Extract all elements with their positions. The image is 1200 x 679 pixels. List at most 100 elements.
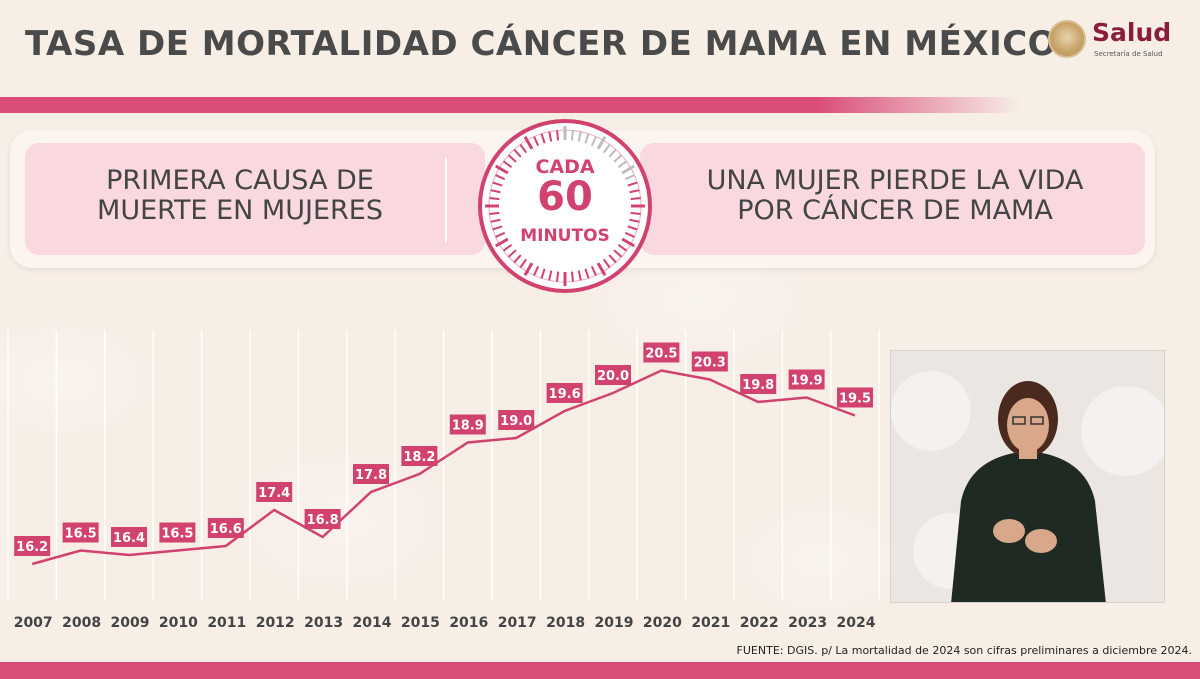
clock-tick xyxy=(507,249,517,258)
data-label-box xyxy=(837,387,873,408)
chart-svg: 16.2 16.5 16.4 16.5 16.6 17.4 16.8 17.8 18.2 18.9… xyxy=(7,330,880,631)
clock-tick xyxy=(519,258,528,269)
data-label-box xyxy=(14,536,51,556)
data-label-box xyxy=(401,446,438,466)
data-label-box xyxy=(788,369,825,390)
clock-tick xyxy=(624,231,635,238)
clock-tick xyxy=(513,254,522,264)
clock-tick xyxy=(596,135,607,150)
data-label-box xyxy=(159,522,196,543)
salud-logo: Salud Secretaría de Salud xyxy=(1048,18,1198,62)
clock-tick xyxy=(617,243,628,252)
banner-left-line1: PRIMERA CAUSA DE xyxy=(106,165,374,196)
coat-of-arms-icon xyxy=(1048,20,1086,58)
x-tick-label: 2014 xyxy=(353,615,392,631)
clock-tick xyxy=(489,197,500,201)
clock-tick xyxy=(523,135,534,150)
clock-top-label: CADA xyxy=(535,156,595,178)
banner-left-panel xyxy=(25,143,485,255)
clock-tick xyxy=(490,189,501,194)
data-label: 19.5 xyxy=(839,392,871,407)
clock-tick xyxy=(494,237,509,248)
clock-tick xyxy=(490,218,501,223)
data-label-box xyxy=(740,374,777,394)
clock-tick xyxy=(602,258,611,269)
clock-tick xyxy=(608,254,617,264)
clock-tick xyxy=(613,154,623,163)
clock-tick xyxy=(494,164,509,175)
clock-tick xyxy=(596,262,607,277)
clock-tick xyxy=(556,130,560,141)
x-tick-label: 2019 xyxy=(595,615,634,631)
data-label: 16.4 xyxy=(113,531,145,546)
clock-tick xyxy=(502,243,513,252)
clock-tick xyxy=(590,265,597,276)
clock-tick xyxy=(540,268,546,279)
clock-tick xyxy=(495,231,506,238)
data-label: 16.6 xyxy=(210,522,242,537)
clock-tick xyxy=(548,270,553,281)
x-tick-label: 2013 xyxy=(304,615,343,631)
x-tick-label: 2023 xyxy=(788,615,827,631)
sign-language-interpreter xyxy=(890,350,1165,603)
clock-tick xyxy=(630,211,641,215)
data-label-box xyxy=(111,527,147,547)
clock-tick xyxy=(523,262,534,277)
page-title: TASA DE MORTALIDAD CÁNCER DE MAMA EN MÉX… xyxy=(25,24,1058,64)
x-tick-label: 2020 xyxy=(643,615,682,631)
data-label: 20.3 xyxy=(694,356,726,371)
banner-right-panel xyxy=(640,143,1145,255)
clock-tick xyxy=(624,174,635,181)
clock-tick xyxy=(621,237,636,248)
clock-tick xyxy=(513,148,522,158)
clock-number: 60 xyxy=(537,174,593,220)
x-tick-label: 2010 xyxy=(159,615,198,631)
data-label-box xyxy=(546,383,583,403)
clock-tick xyxy=(556,271,560,282)
clock-tick xyxy=(570,130,574,141)
clock-tick xyxy=(613,249,623,258)
data-label: 19.8 xyxy=(742,378,774,393)
data-label: 19.6 xyxy=(549,387,581,402)
interpreter-video-icon xyxy=(891,351,1164,602)
clock-tick xyxy=(629,189,640,194)
data-label: 20.5 xyxy=(645,347,677,362)
data-label: 19.0 xyxy=(500,414,532,429)
data-label: 20.0 xyxy=(597,369,629,384)
clock-bottom-label: MINUTOS xyxy=(520,226,610,246)
clock-tick xyxy=(577,131,582,142)
banner-left-line2: MUERTE EN MUJERES xyxy=(97,195,383,226)
clock-tick xyxy=(519,143,528,154)
clock-tick xyxy=(584,133,590,144)
data-label-box xyxy=(353,464,389,484)
x-tick-label: 2016 xyxy=(449,615,488,631)
clock-tick xyxy=(629,218,640,223)
clock-tick xyxy=(489,211,500,215)
x-tick-label: 2022 xyxy=(740,615,779,631)
data-label: 18.9 xyxy=(452,419,484,434)
x-tick-label: 2012 xyxy=(256,615,295,631)
clock-tick xyxy=(533,136,540,147)
source-note: FUENTE: DGIS. p/ La mortalidad de 2024 s… xyxy=(736,644,1192,657)
clock-tick xyxy=(540,133,546,144)
banner-right-line2: POR CÁNCER DE MAMA xyxy=(737,195,1053,226)
clock-tick xyxy=(584,268,590,279)
data-label-box xyxy=(691,351,728,372)
data-label-box xyxy=(304,509,341,529)
clock-tick xyxy=(627,181,638,187)
clock-tick xyxy=(492,181,503,187)
clock-tick xyxy=(630,197,641,201)
data-label: 16.5 xyxy=(161,527,193,542)
data-label-box xyxy=(498,410,535,430)
clock-tick xyxy=(502,160,513,169)
clock-badge: CADA 60 MINUTOS xyxy=(477,118,653,294)
banner-left-text: PRIMERA CAUSA DE MUERTE EN MUJERES xyxy=(35,166,445,226)
top-stripe xyxy=(0,97,1020,113)
bottom-stripe xyxy=(0,662,1200,679)
data-label: 17.8 xyxy=(355,468,387,483)
data-label: 18.2 xyxy=(403,450,435,465)
clock-tick xyxy=(548,131,553,142)
x-tick-label: 2007 xyxy=(14,615,53,631)
data-label-box xyxy=(256,482,293,502)
clock-tick xyxy=(492,225,503,231)
